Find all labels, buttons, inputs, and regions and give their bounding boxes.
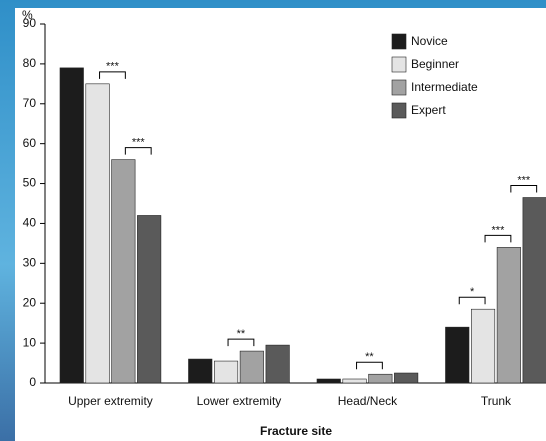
y-tick-label: 90 [23, 16, 37, 30]
y-tick-label: 60 [23, 136, 37, 150]
significance-label: *** [106, 61, 120, 73]
y-tick-label: 70 [23, 96, 37, 110]
bar [369, 374, 393, 383]
bar [343, 379, 367, 383]
bar [446, 327, 470, 383]
x-tick-label: Head/Neck [338, 394, 398, 408]
bar [240, 351, 264, 383]
bar [86, 84, 110, 383]
y-tick-label: 50 [23, 176, 37, 190]
legend-swatch [392, 57, 406, 72]
legend-label: Novice [411, 34, 448, 48]
bar [471, 309, 495, 383]
significance-label: ** [237, 328, 246, 340]
y-tick-label: 80 [23, 56, 37, 70]
bar [497, 247, 520, 383]
bar [214, 361, 238, 383]
legend-label: Expert [411, 103, 446, 117]
y-tick-label: 10 [23, 335, 37, 349]
x-tick-label: Trunk [481, 394, 512, 408]
significance-label: *** [492, 224, 506, 236]
bar [137, 215, 161, 383]
bar [60, 68, 84, 383]
legend-swatch [392, 103, 406, 118]
bar [266, 345, 290, 383]
chart: % Fracture site 0102030405060708090Upper… [0, 0, 546, 441]
x-tick-label: Lower extremity [197, 394, 282, 408]
legend-label: Intermediate [411, 80, 478, 94]
legend-swatch [392, 34, 406, 49]
bar [112, 160, 136, 383]
legend-swatch [392, 80, 406, 95]
y-tick-label: 0 [29, 375, 36, 389]
y-tick-label: 40 [23, 216, 37, 230]
y-tick-label: 20 [23, 295, 37, 309]
bar [394, 373, 418, 383]
significance-label: *** [517, 174, 531, 186]
y-tick-label: 30 [23, 256, 37, 270]
bar [317, 379, 341, 383]
bar [189, 359, 213, 383]
significance-label: * [470, 286, 475, 298]
legend-label: Beginner [411, 57, 459, 71]
x-tick-label: Upper extremity [68, 394, 153, 408]
significance-label: ** [365, 351, 374, 363]
significance-label: *** [132, 137, 146, 149]
bar [523, 198, 546, 383]
x-axis-label: Fracture site [260, 424, 332, 438]
